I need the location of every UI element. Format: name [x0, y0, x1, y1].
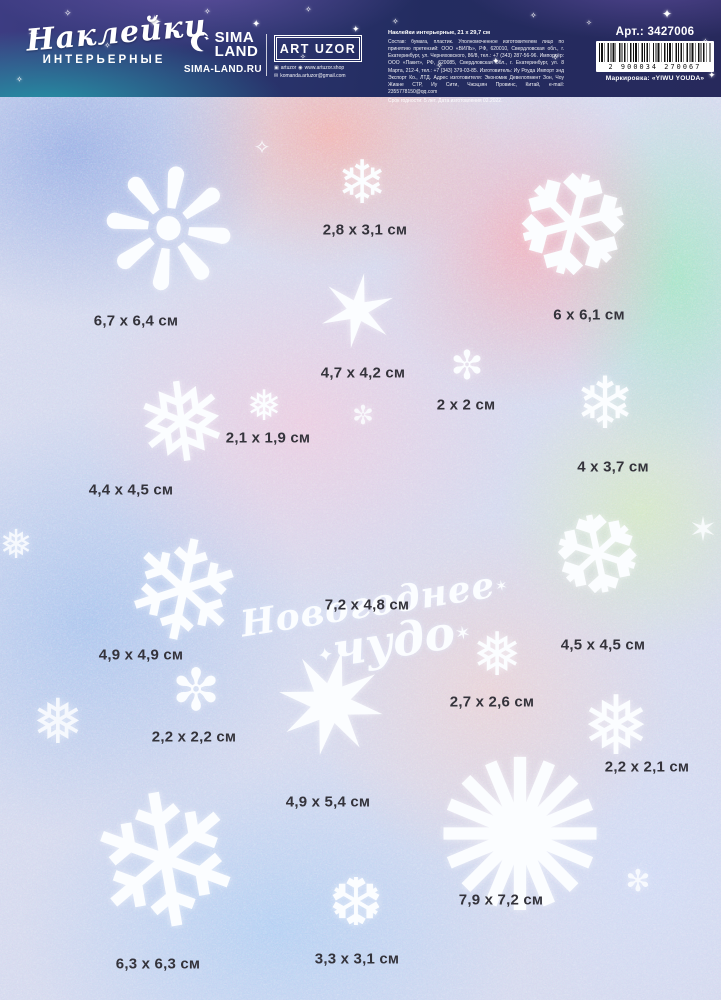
snowflake-icon: ❅ [471, 620, 523, 690]
brand-subtitle: ИНТЕРЬЕРНЫЕ [42, 54, 166, 66]
barcode-digits: 2 900034 270067 [608, 63, 702, 71]
sticker-sheet: Новогоднее✶ ✦чудо✶ ❊ 6,7 х 6,4 см ❄ 2,8 х 3… [0, 97, 721, 1000]
snowflake-icon: ❊ [86, 126, 250, 337]
size-label: 2,7 х 2,6 см [449, 693, 535, 711]
sima-land-bird-icon [188, 30, 212, 59]
snowflake-icon: ✶ [305, 247, 409, 378]
fine-print-dates: Срок годности: 5 лет. Дата изготовления … [388, 97, 503, 104]
sparkle-icon: ✦ [147, 12, 163, 33]
sparkle-icon: ✧ [530, 11, 537, 20]
snowflake-icon: ❄ [70, 742, 261, 983]
sparkle-icon: ✦ [708, 71, 716, 81]
sparkle-icon: ✦ [492, 57, 500, 67]
article-block: Арт.: 3427006 2 900034 270067 Маркировка… [595, 26, 715, 82]
snowflake-icon: ✧ [253, 135, 271, 159]
snowflake-icon: ❆ [494, 133, 650, 322]
snowflake-icon: ❅ [0, 522, 33, 568]
snowflake-icon: ❅ [127, 353, 237, 493]
snowflake-icon: ❅ [32, 685, 84, 758]
size-label: 4 х 3,7 см [577, 458, 649, 476]
snowflake-icon: ✺ [432, 715, 608, 960]
art-uzor-box: ART UZOR [274, 35, 362, 62]
size-label: 4,4 х 4,5 см [88, 481, 174, 499]
size-label: 2 х 2 см [436, 396, 496, 414]
brand-title: Наклейки [24, 8, 209, 59]
article-number: Арт.: 3427006 [615, 26, 695, 38]
snowflake-icon: ✼ [171, 656, 221, 724]
size-label: 6,7 х 6,4 см [93, 312, 179, 330]
size-label: 6 х 6,1 см [553, 306, 625, 324]
size-label: 4,9 х 4,9 см [98, 646, 184, 664]
sparkle-icon: ✧ [104, 41, 111, 50]
sparkle-icon: ✧ [552, 53, 559, 62]
barcode-bars-icon [599, 43, 711, 62]
snowflake-icon: ❄ [336, 148, 388, 218]
sima-land-logo: SIMA LAND SIMA-LAND.RU [183, 30, 263, 75]
star-icon: ✶ [493, 575, 511, 596]
sparkle-icon: ✧ [436, 61, 443, 70]
snowflake-icon: ✼ [450, 343, 484, 389]
snowflake-icon: ✶ [688, 510, 718, 550]
sparkle-icon: ✧ [300, 53, 306, 61]
header: ✦✧✦✧✧✦✧✦✧✧✧✦✧✦✦✧✧✦✧✧ Наклейки ИНТЕРЬЕРНЫ… [0, 0, 721, 104]
sima-word-2: LAND [214, 42, 259, 60]
size-label: 2,2 х 2,1 см [604, 758, 690, 776]
instagram-icon: ▣ [274, 64, 279, 71]
size-label: 7,9 х 7,2 см [458, 891, 544, 909]
sima-word-1: SIMA [214, 28, 255, 46]
snowflake-icon: ✼ [352, 401, 374, 431]
size-label: 4,5 х 4,5 см [560, 636, 646, 654]
art-uzor-site: www.artuzor.shop [304, 64, 345, 71]
size-label: 6,3 х 6,3 см [115, 955, 201, 973]
snowflake-icon: ❄ [574, 361, 636, 445]
fine-print: Наклейки интерьерные, 21 х 29,7 см Соста… [388, 30, 564, 105]
sparkle-icon: ✦ [252, 19, 261, 30]
sparkle-icon: ✧ [586, 19, 592, 27]
size-label: 3,3 х 3,1 см [314, 950, 400, 968]
snowflake-icon: ❅ [246, 381, 282, 430]
sparkle-icon: ✧ [204, 7, 211, 16]
sima-site-url: SIMA-LAND.RU [183, 64, 263, 75]
size-label: 2,2 х 2,2 см [151, 728, 237, 746]
art-uzor-logo: ART UZOR ▣ artuzor ◉ www.artuzor.shop ✉ … [274, 35, 362, 79]
size-label: 7,2 х 4,8 см [324, 596, 410, 614]
fine-print-body: Состав: бумага, пластик. Уполномоченное … [388, 38, 564, 96]
snowflake-icon: ❆ [328, 864, 384, 941]
sparkle-icon: ✧ [305, 5, 312, 14]
size-label: 4,9 х 5,4 см [285, 793, 371, 811]
barcode: 2 900034 270067 [596, 41, 714, 72]
sparkle-icon: ✦ [28, 27, 39, 42]
size-label: 4,7 х 4,2 см [320, 364, 406, 382]
sparkle-icon: ✧ [392, 17, 399, 26]
globe-icon: ◉ [298, 64, 303, 71]
art-uzor-email: komanda.artuzor@gmail.com [280, 73, 346, 79]
sparkle-icon: ✦ [352, 25, 360, 35]
size-label: 2,1 х 1,9 см [225, 429, 311, 447]
sparkle-icon: ✧ [64, 9, 72, 19]
brand-logo: Наклейки ИНТЕРЬЕРНЫЕ [25, 8, 208, 66]
fine-print-title: Наклейки интерьерные, 21 х 29,7 см [388, 30, 491, 36]
sparkle-icon: ✦ [662, 7, 673, 21]
snowflake-icon: ❆ [540, 485, 656, 628]
star-icon: ✶ [453, 621, 473, 646]
size-label: 2,8 х 3,1 см [322, 221, 408, 239]
sparkle-icon: ✧ [16, 75, 23, 84]
mail-icon: ✉ [274, 73, 279, 79]
header-divider [266, 34, 267, 76]
marking-label: Маркировка: «YIWU YOUDA» [605, 75, 705, 82]
snowflake-icon: ✻ [625, 864, 651, 899]
art-uzor-handle: artuzor [280, 64, 297, 71]
